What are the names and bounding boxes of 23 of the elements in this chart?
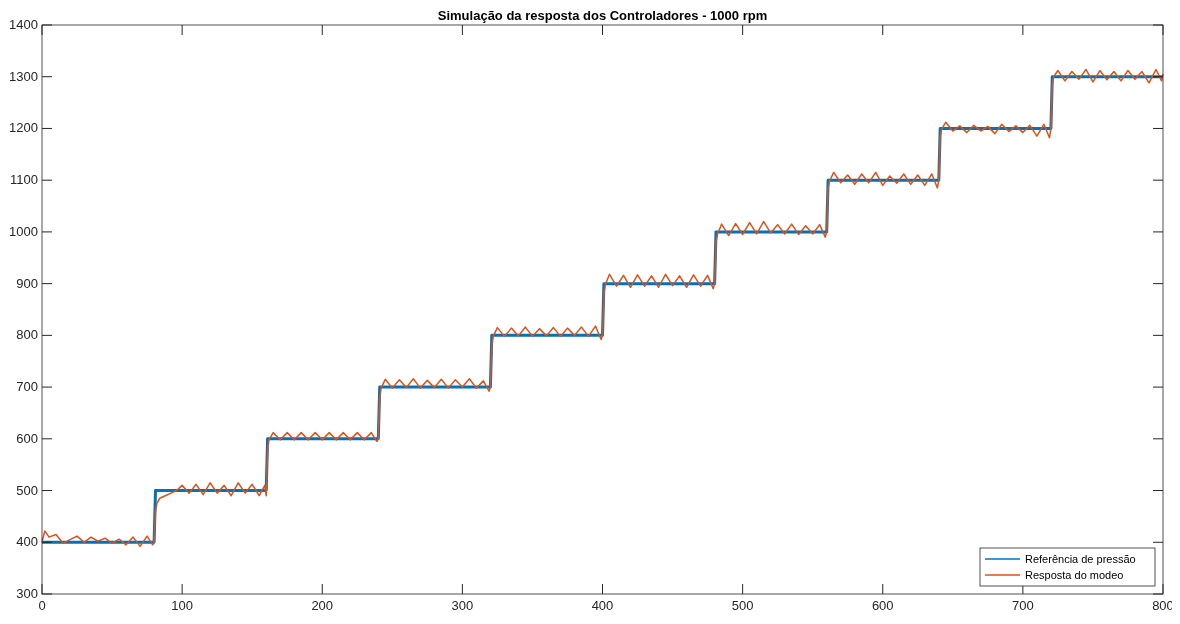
legend-label: Referência de pressão bbox=[1025, 553, 1136, 565]
x-tick-label: 0 bbox=[38, 598, 46, 613]
y-tick-label: 1400 bbox=[9, 17, 38, 32]
y-tick-label: 400 bbox=[16, 534, 38, 550]
y-tick-label: 600 bbox=[16, 430, 38, 446]
y-tick-label: 700 bbox=[16, 379, 38, 395]
legend-label: Resposta do modeo bbox=[1025, 569, 1124, 581]
y-tick-label: 1000 bbox=[9, 223, 38, 239]
y-tick-label: 500 bbox=[16, 482, 38, 498]
y-tick-label: 1200 bbox=[9, 120, 38, 136]
x-tick-label: 400 bbox=[591, 598, 614, 613]
chart-title: Simulação da resposta dos Controladores - 1000 rpm bbox=[437, 8, 768, 23]
x-tick-label: 200 bbox=[311, 598, 334, 613]
x-tick-label: 500 bbox=[731, 598, 754, 613]
y-tick-label: 900 bbox=[16, 275, 38, 291]
x-tick-label: 700 bbox=[1012, 598, 1034, 613]
y-tick-label: 1300 bbox=[9, 68, 38, 84]
x-tick-label: 600 bbox=[871, 598, 894, 613]
y-tick-label: 300 bbox=[16, 586, 38, 601]
x-tick-label: 300 bbox=[451, 598, 474, 613]
y-tick-label: 800 bbox=[16, 327, 38, 343]
x-tick-label: 100 bbox=[171, 598, 193, 613]
y-tick-label: 1100 bbox=[10, 172, 38, 188]
